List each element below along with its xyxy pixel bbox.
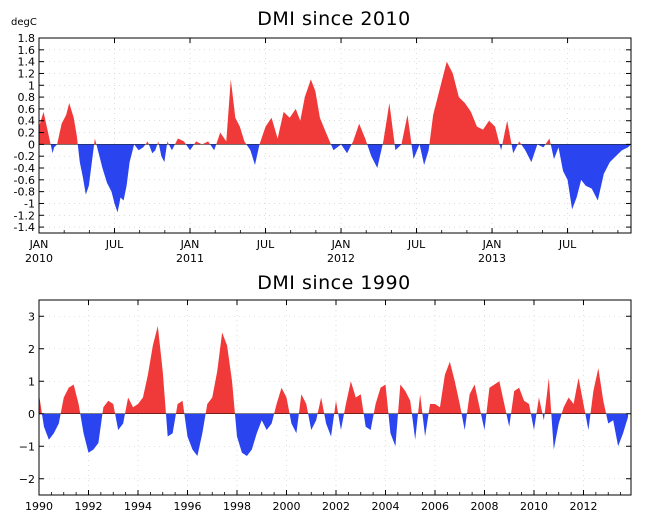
- y-tick-label: 1.8: [18, 32, 36, 45]
- y-tick-label: -1.4: [14, 221, 35, 234]
- x-tick-year-label: 2012: [327, 252, 355, 265]
- x-tick-label: JAN: [180, 238, 200, 251]
- negative-area: [39, 144, 631, 213]
- plot-frame: [38, 299, 632, 496]
- y-tick-label: -1.2: [14, 209, 35, 222]
- axes: [38, 299, 632, 496]
- y-tick-label: 1.2: [18, 67, 36, 80]
- y-tick-label: 0: [28, 138, 35, 151]
- x-tick-label: JUL: [558, 238, 577, 251]
- plot-frame: [38, 37, 632, 234]
- chart-dmi-since-1990: DMI since 1990 3 2 1 0 −1 −2 1990 1992 1994 1996…: [19, 272, 632, 513]
- y-axis-unit-label: degC: [11, 17, 37, 28]
- x-tick-label: 2012: [569, 500, 597, 513]
- x-tick-label: 1990: [25, 500, 53, 513]
- positive-area: [39, 326, 629, 414]
- y-tick-label: 1: [28, 79, 35, 92]
- x-tick-label: JUL: [407, 238, 426, 251]
- x-tick-label: 2010: [520, 500, 548, 513]
- y-tick-label: 0.6: [18, 103, 36, 116]
- x-tick-label: 2006: [421, 500, 449, 513]
- x-tick-label: 1992: [74, 500, 102, 513]
- chart-title: DMI since 2010: [257, 8, 410, 30]
- y-tick-labels: 3 2 1 0 −1 −2: [19, 310, 35, 486]
- x-tick-label: JUL: [256, 238, 275, 251]
- x-tick-label: JAN: [482, 238, 502, 251]
- x-tick-label: 1998: [223, 500, 251, 513]
- positive-area: [39, 61, 631, 145]
- area-series: [39, 326, 629, 456]
- x-tick-year-label: 2011: [176, 252, 204, 265]
- x-tick-label: 2002: [322, 500, 350, 513]
- x-tick-label: 2000: [272, 500, 300, 513]
- x-tick-label: JUL: [105, 238, 124, 251]
- chart-title: DMI since 1990: [257, 272, 410, 294]
- y-tick-labels: 1.81.61.41.210.80.60.40.20-0.2-0.4-0.6-0…: [14, 32, 35, 234]
- chart-dmi-since-2010: DMI since 2010 degC 1.81.61.41.210.80.60…: [11, 8, 632, 265]
- x-tick-label: JAN: [29, 238, 49, 251]
- area-series: [39, 61, 631, 213]
- y-tick-label: -0.6: [14, 174, 35, 187]
- y-tick-label: −1: [19, 440, 35, 453]
- y-tick-label: -1: [24, 197, 35, 210]
- x-tick-labels: 1990 1992 1994 1996 1998 2000 2002 2004 2006 2008…: [25, 500, 597, 513]
- y-tick-label: 0: [28, 408, 35, 421]
- y-tick-label: 0.4: [18, 115, 36, 128]
- x-tick-label: 2008: [470, 500, 498, 513]
- y-tick-label: 1.4: [18, 56, 36, 69]
- grid: [38, 300, 631, 495]
- negative-area: [39, 413, 629, 456]
- y-tick-label: 3: [28, 310, 35, 323]
- x-tick-year-label: 2010: [25, 252, 53, 265]
- y-tick-label: 1: [28, 375, 35, 388]
- y-tick-label: 0.8: [18, 91, 36, 104]
- x-tick-label: 1996: [173, 500, 201, 513]
- axes: [38, 37, 632, 234]
- x-tick-label: 1994: [124, 500, 152, 513]
- grid: [38, 37, 631, 233]
- y-tick-label: 2: [28, 343, 35, 356]
- y-tick-label: -0.2: [14, 150, 35, 163]
- y-tick-label: -0.8: [14, 186, 35, 199]
- x-tick-year-label: 2013: [478, 252, 506, 265]
- x-tick-label: 2004: [371, 500, 399, 513]
- y-tick-label: 1.6: [18, 44, 36, 57]
- y-tick-label: −2: [19, 473, 35, 486]
- x-tick-label: JAN: [331, 238, 351, 251]
- y-tick-label: -0.4: [14, 162, 35, 175]
- y-tick-label: 0.2: [18, 127, 36, 140]
